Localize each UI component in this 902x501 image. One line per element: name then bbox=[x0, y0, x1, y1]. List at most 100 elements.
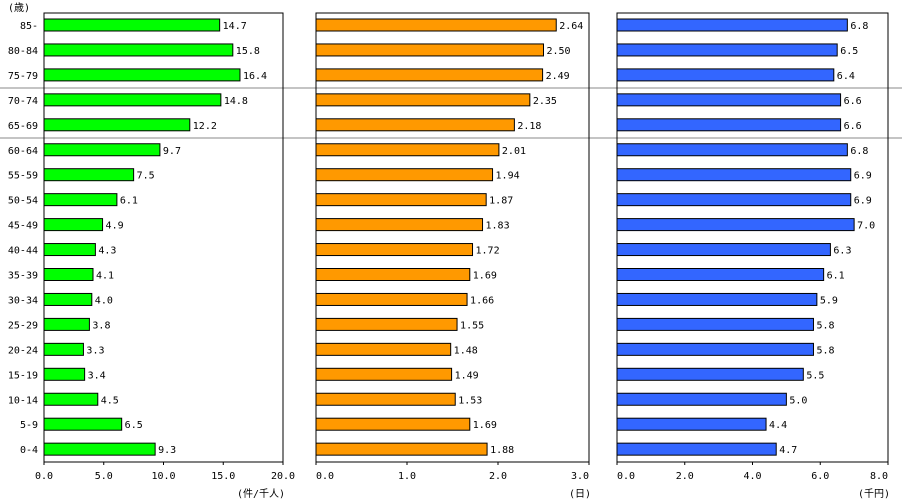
category-label: 5-9 bbox=[20, 420, 38, 431]
unit-label: (日) bbox=[569, 489, 591, 500]
bar bbox=[43, 43, 234, 57]
bar bbox=[315, 342, 452, 356]
data-label: 5.8 bbox=[816, 320, 834, 331]
bar bbox=[315, 268, 471, 281]
data-label: 6.8 bbox=[850, 21, 868, 32]
tick-label: 4.0 bbox=[743, 471, 761, 482]
data-label: 6.6 bbox=[844, 121, 862, 132]
tick-label: 15.0 bbox=[211, 471, 235, 482]
tick-label: 0.0 bbox=[316, 471, 334, 482]
bar bbox=[43, 317, 90, 331]
data-label: 2.64 bbox=[559, 21, 583, 32]
data-label: 1.72 bbox=[476, 246, 500, 257]
tick-label: 5.0 bbox=[95, 471, 113, 482]
data-label: 14.8 bbox=[224, 96, 248, 107]
bar bbox=[315, 292, 468, 306]
data-label: 5.9 bbox=[820, 295, 838, 306]
bar bbox=[315, 317, 458, 331]
data-label: 1.55 bbox=[460, 320, 484, 331]
category-label: 45-49 bbox=[8, 221, 38, 232]
tick-label: 6.0 bbox=[811, 471, 829, 482]
data-label: 16.4 bbox=[243, 71, 267, 82]
data-label: 2.50 bbox=[547, 46, 571, 57]
y-axis-label: (歳) bbox=[8, 2, 30, 14]
category-label: 55-59 bbox=[8, 171, 38, 182]
data-label: 9.7 bbox=[163, 146, 181, 157]
data-label: 6.5 bbox=[125, 420, 143, 431]
bar bbox=[616, 268, 825, 281]
bar bbox=[616, 68, 835, 82]
bar bbox=[43, 218, 104, 232]
unit-label: (千円) bbox=[858, 488, 890, 500]
bar bbox=[315, 43, 544, 57]
data-label: 4.7 bbox=[779, 445, 797, 456]
bar bbox=[616, 43, 838, 57]
bar bbox=[43, 93, 222, 107]
bar bbox=[616, 317, 814, 331]
category-label: 30-34 bbox=[8, 295, 38, 306]
data-label: 2.35 bbox=[533, 96, 557, 107]
bar bbox=[616, 168, 852, 182]
data-label: 3.4 bbox=[88, 370, 106, 381]
bar bbox=[43, 168, 135, 182]
bar bbox=[616, 342, 814, 356]
bar bbox=[43, 143, 161, 157]
category-label: 50-54 bbox=[8, 196, 38, 207]
data-label: 2.01 bbox=[502, 146, 526, 157]
data-label: 1.83 bbox=[486, 221, 510, 232]
category-label: 10-14 bbox=[8, 395, 38, 406]
tick-label: 20.0 bbox=[271, 471, 295, 482]
bar bbox=[315, 168, 494, 182]
plot-frame bbox=[315, 12, 590, 463]
tick-label: 3.0 bbox=[571, 471, 589, 482]
bar bbox=[616, 118, 842, 132]
data-label: 1.87 bbox=[489, 196, 513, 207]
data-label: 6.6 bbox=[844, 96, 862, 107]
bar bbox=[43, 417, 123, 431]
bar bbox=[315, 18, 557, 32]
bar bbox=[616, 417, 767, 431]
data-label: 9.3 bbox=[158, 445, 176, 456]
data-label: 1.94 bbox=[496, 171, 520, 182]
data-label: 6.1 bbox=[120, 196, 138, 207]
data-label: 5.8 bbox=[816, 345, 834, 356]
data-label: 4.4 bbox=[769, 420, 787, 431]
data-label: 6.5 bbox=[840, 46, 858, 57]
category-label: 85- bbox=[20, 21, 38, 32]
data-label: 1.49 bbox=[455, 370, 479, 381]
data-label: 5.0 bbox=[789, 395, 807, 406]
bar bbox=[315, 143, 500, 157]
data-label: 4.3 bbox=[98, 246, 116, 257]
bar bbox=[43, 18, 221, 32]
bar bbox=[43, 193, 118, 207]
bar bbox=[315, 243, 474, 257]
bar bbox=[315, 193, 487, 207]
bar bbox=[43, 243, 96, 257]
bar bbox=[43, 342, 84, 356]
category-label: 25-29 bbox=[8, 320, 38, 331]
tick-label: 1.0 bbox=[398, 471, 416, 482]
bar bbox=[315, 417, 471, 431]
category-label: 75-79 bbox=[8, 71, 38, 82]
tick-label: 8.0 bbox=[870, 471, 888, 482]
bar bbox=[315, 367, 453, 381]
bar bbox=[43, 367, 86, 381]
data-label: 6.1 bbox=[827, 271, 845, 282]
tick-label: 0.0 bbox=[35, 471, 53, 482]
data-label: 6.3 bbox=[833, 246, 851, 257]
tick-label: 10.0 bbox=[151, 471, 175, 482]
category-label: 80-84 bbox=[8, 46, 38, 57]
data-label: 6.9 bbox=[854, 171, 872, 182]
bar bbox=[616, 367, 804, 381]
category-label: 40-44 bbox=[8, 246, 38, 257]
data-label: 4.9 bbox=[106, 221, 124, 232]
data-label: 3.3 bbox=[86, 345, 104, 356]
category-label: 60-64 bbox=[8, 146, 38, 157]
bar bbox=[43, 268, 94, 281]
data-label: 12.2 bbox=[193, 121, 217, 132]
category-label: 70-74 bbox=[8, 96, 38, 107]
data-label: 2.18 bbox=[517, 121, 541, 132]
bar bbox=[315, 442, 488, 456]
